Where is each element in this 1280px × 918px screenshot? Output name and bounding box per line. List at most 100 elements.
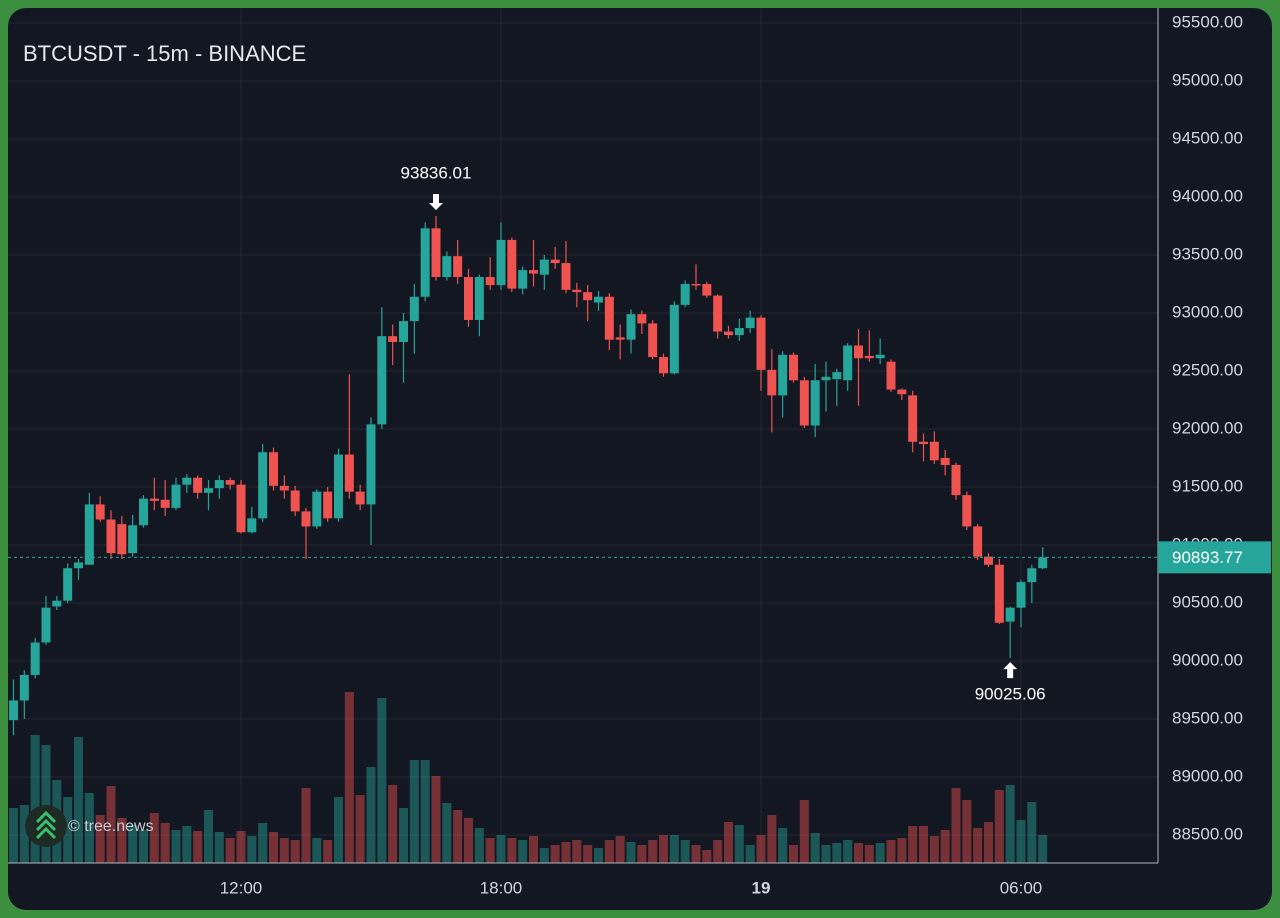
volume-bar (951, 788, 961, 863)
candle-body (453, 256, 463, 278)
candle-body (128, 525, 138, 554)
panel (8, 8, 1272, 910)
annotation-arrow (1003, 662, 1018, 679)
volume-bar (637, 845, 647, 863)
candle-body (106, 519, 116, 554)
y-tick-label: 95000.00 (1172, 70, 1243, 89)
volume-bar (420, 760, 430, 863)
volume-bar (377, 698, 387, 863)
candle-body (659, 357, 668, 374)
candle-body (724, 331, 733, 336)
volume-bar (626, 842, 636, 863)
candle-body (919, 441, 928, 445)
volume-bar (940, 830, 950, 863)
candle-body (399, 321, 408, 342)
annotation-label: 90025.06 (975, 685, 1046, 704)
volume-bar (225, 838, 235, 863)
volume-bar (214, 832, 224, 863)
candle-body (778, 354, 788, 396)
volume-bar (149, 813, 159, 863)
candle-body (886, 361, 896, 390)
volume-bar (984, 822, 993, 863)
logo-chevrons (35, 810, 57, 840)
volume-bar (767, 815, 777, 863)
x-tick-label: 12:00 (220, 878, 263, 897)
volume-layer (9, 692, 1048, 863)
volume-bar (615, 836, 625, 863)
volume-bar (713, 840, 723, 863)
candle-body (388, 336, 398, 342)
y-tick-label: 93500.00 (1172, 244, 1243, 263)
volume-bar (355, 795, 365, 863)
candle-body (160, 499, 170, 508)
volume-bar (669, 835, 679, 863)
candle-body (9, 700, 18, 721)
chart-title: BTCUSDT - 15m - BINANCE (23, 41, 306, 66)
volume-bar (323, 840, 333, 863)
y-tick-label: 90500.00 (1172, 593, 1243, 612)
volume-bar (724, 822, 733, 863)
candle-body (420, 228, 430, 297)
candle-body (204, 488, 213, 493)
volume-bar (171, 830, 181, 863)
candle-body (74, 562, 83, 569)
candle-body (518, 270, 528, 289)
candle-body (789, 354, 798, 381)
candle-body (19, 674, 29, 701)
volume-bar (139, 830, 148, 863)
candle-body (929, 441, 939, 461)
y-tick-label: 89500.00 (1172, 709, 1243, 728)
y-tick-label: 94000.00 (1172, 186, 1243, 205)
x-tick-label: 19 (752, 878, 771, 897)
candle-body (561, 263, 571, 290)
candle-body (1005, 607, 1015, 622)
volume-bar (84, 793, 94, 863)
volume-bar (810, 833, 820, 863)
volume-bar (908, 826, 918, 863)
candle-body (583, 292, 593, 301)
annotation-arrow (429, 194, 443, 211)
candle-body (810, 380, 820, 426)
volume-bar (204, 810, 213, 863)
volume-bar (561, 842, 571, 863)
volume-bar (778, 828, 788, 863)
candle-body (984, 556, 993, 565)
candle-body (355, 491, 365, 505)
candle-body (594, 296, 603, 303)
candle-body (626, 314, 636, 340)
volume-bar (702, 850, 712, 863)
last-price-box (1158, 541, 1271, 574)
volume-bar (1016, 820, 1026, 863)
volume-bar (453, 810, 463, 863)
candle-body (1027, 568, 1037, 583)
y-tick-label: 92000.00 (1172, 418, 1243, 437)
volume-bar (594, 848, 603, 863)
candle-body (843, 345, 853, 381)
candle-body (496, 239, 506, 286)
candle-body (821, 376, 831, 381)
volume-bar (344, 692, 354, 863)
volume-bar (1005, 785, 1015, 863)
volume-bar (63, 797, 73, 863)
candle-body (767, 369, 777, 396)
volume-bar (680, 840, 690, 863)
volume-bar (442, 803, 452, 863)
candle-body (247, 518, 257, 533)
volume-bar (41, 745, 51, 863)
volume-bar (734, 825, 744, 863)
volume-bar (95, 815, 105, 863)
candle-body (875, 354, 885, 359)
volume-bar (9, 808, 18, 863)
volume-bar (897, 838, 907, 863)
candle-body (940, 458, 950, 465)
candle-body (214, 480, 224, 489)
volume-bar (30, 735, 40, 863)
candle-layer (9, 216, 1048, 736)
candle-body (973, 526, 983, 557)
last-price-label: 90893.77 (1172, 548, 1243, 567)
volume-bar (258, 823, 268, 863)
volume-bar (799, 800, 809, 863)
candle-body (258, 452, 268, 519)
candle-body (962, 495, 972, 527)
